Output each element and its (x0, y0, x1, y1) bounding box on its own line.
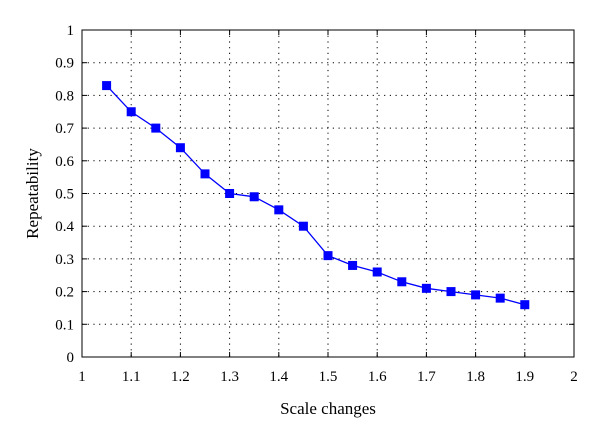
grid (82, 30, 574, 357)
y-tick-label: 0.4 (55, 219, 74, 235)
x-tick-label: 1.5 (319, 369, 338, 385)
x-tick-label: 1.8 (466, 369, 485, 385)
x-tick-label: 1.6 (368, 369, 387, 385)
y-tick-label: 0.7 (55, 121, 74, 137)
y-tick-label: 1 (67, 23, 75, 39)
x-tick-label: 1 (78, 369, 86, 385)
tick-labels: 1 1.1 1.2 1.3 1.4 1.5 1.6 1.7 1.8 1.9 2 0 0.1 0.2 0.3 0… (55, 23, 578, 385)
x-tick-label: 2 (570, 369, 578, 385)
x-tick-label: 1.7 (417, 369, 436, 385)
y-tick-label: 0.9 (55, 56, 74, 72)
data-point-marker (421, 283, 431, 293)
data-point-marker (446, 287, 456, 297)
data-point-marker (495, 293, 505, 303)
x-tick-label: 1.4 (269, 369, 288, 385)
y-tick-label: 0.6 (55, 154, 74, 170)
x-axis-title: Scale changes (280, 399, 376, 418)
x-tick-label: 1.2 (171, 369, 190, 385)
data-point-marker (274, 205, 284, 215)
series-layer (102, 81, 530, 310)
data-point-marker (249, 192, 259, 202)
data-point-marker (225, 189, 235, 198)
y-axis-title: Repeatability (23, 148, 42, 239)
data-point-marker (372, 267, 382, 277)
data-point-marker (397, 277, 407, 287)
data-point-marker (151, 123, 161, 133)
y-tick-label: 0.8 (55, 88, 74, 104)
y-tick-label: 0.5 (55, 187, 74, 203)
plot-frame (81, 29, 575, 358)
y-tick-label: 0 (67, 350, 75, 366)
data-point-marker (200, 169, 210, 179)
data-point-marker (323, 251, 333, 261)
series-line (106, 85, 525, 306)
y-tick-label: 0.2 (55, 285, 74, 301)
data-point-marker (126, 107, 136, 117)
data-point-marker (298, 221, 308, 231)
data-point-marker (520, 300, 530, 310)
data-point-marker (102, 81, 112, 91)
y-tick-label: 0.1 (55, 317, 74, 333)
x-tick-label: 1.1 (122, 369, 141, 385)
data-point-marker (348, 260, 358, 270)
x-tick-label: 1.9 (515, 369, 534, 385)
x-tick-label: 1.3 (220, 369, 239, 385)
data-point-marker (175, 143, 185, 153)
y-tick-label: 0.3 (55, 252, 74, 268)
data-point-marker (471, 290, 481, 300)
